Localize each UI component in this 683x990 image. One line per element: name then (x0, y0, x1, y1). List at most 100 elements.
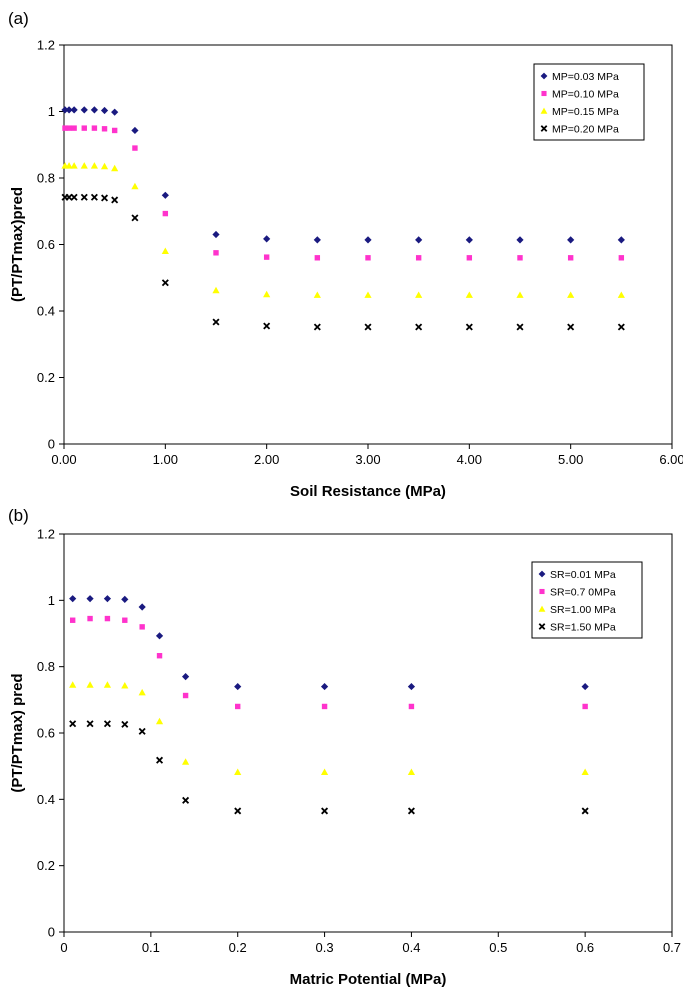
data-point (321, 703, 328, 710)
data-point (62, 125, 68, 131)
data-point (101, 194, 109, 202)
data-point (263, 254, 270, 260)
data-point (156, 756, 164, 764)
legend-entry: SR=1.00 MPa (550, 604, 616, 616)
data-point (415, 236, 423, 244)
data-point (235, 703, 241, 710)
legend-entry: SR=0.01 MPa (550, 569, 616, 581)
data-point (314, 255, 321, 261)
data-point (71, 125, 77, 131)
data-point (121, 595, 129, 603)
data-point (155, 717, 164, 725)
data-point (111, 196, 119, 204)
data-point (80, 193, 88, 201)
series-x (61, 193, 625, 331)
x-tick-label: 0.00 (51, 452, 76, 467)
data-point (69, 681, 77, 688)
data-point (321, 807, 329, 815)
series-square (62, 125, 625, 261)
y-tick-label: 0.4 (37, 792, 55, 807)
data-point (567, 255, 574, 261)
y-axis-title: (PT/PTmax)pred (9, 187, 26, 302)
data-point (313, 323, 321, 331)
data-point (61, 106, 69, 114)
x-tick-label: 0 (60, 940, 67, 955)
legend-marker (540, 107, 548, 114)
data-point (139, 624, 145, 630)
panel-label: (b) (8, 506, 29, 525)
data-point (617, 236, 625, 244)
y-tick-label: 0.6 (37, 726, 55, 741)
series-x (69, 720, 589, 815)
data-point (516, 291, 524, 298)
data-point (408, 703, 415, 710)
data-point (162, 210, 169, 217)
data-point (320, 768, 329, 776)
data-point (138, 603, 146, 611)
y-tick-label: 1 (48, 593, 55, 608)
x-tick-label: 6.00 (659, 452, 683, 467)
data-point (213, 250, 219, 256)
legend-marker (540, 125, 548, 132)
data-point (69, 720, 77, 728)
data-point (313, 236, 321, 244)
data-point (80, 162, 88, 169)
data-point (80, 106, 88, 114)
data-point (90, 106, 98, 114)
data-point (86, 720, 94, 728)
data-point (132, 145, 138, 151)
data-point (182, 758, 190, 765)
legend-entry: MP=0.10 MPa (552, 89, 619, 101)
x-tick-label: 0.6 (576, 940, 594, 955)
data-point (407, 768, 416, 776)
data-point (86, 595, 94, 603)
data-point (182, 796, 190, 804)
data-point (465, 236, 473, 244)
data-point (364, 323, 372, 331)
legend-marker (538, 570, 546, 578)
data-point (90, 162, 98, 169)
series-triangle (61, 162, 625, 298)
data-point (182, 673, 190, 681)
data-point (212, 286, 220, 294)
data-point (122, 617, 128, 623)
legend-marker (540, 72, 548, 80)
data-point (111, 108, 119, 116)
data-point (91, 125, 98, 131)
data-point (138, 688, 146, 696)
data-point (234, 768, 242, 776)
data-point (161, 279, 169, 287)
data-point (131, 214, 139, 222)
data-point (364, 291, 372, 298)
data-point (516, 236, 524, 244)
data-point (263, 235, 271, 243)
x-axis-title: Matric Potential (MPa) (290, 971, 447, 988)
y-tick-label: 1.2 (37, 38, 55, 53)
y-tick-label: 0.4 (37, 304, 55, 319)
data-point (70, 162, 78, 169)
legend-entry: MP=0.15 MPa (552, 106, 619, 118)
data-point (567, 291, 575, 298)
y-axis-title: (PT/PTmax) pred (9, 673, 26, 792)
data-point (415, 291, 423, 298)
data-point (65, 162, 73, 169)
data-point (90, 193, 98, 201)
x-tick-label: 0.5 (489, 940, 507, 955)
series-diamond (69, 595, 589, 691)
data-point (407, 682, 416, 691)
series-square (69, 615, 588, 710)
series-diamond (61, 106, 625, 244)
x-tick-label: 0.4 (402, 940, 420, 955)
data-point (87, 615, 93, 622)
legend-entry: MP=0.20 MPa (552, 124, 619, 136)
data-point (567, 236, 575, 244)
data-point (365, 255, 371, 261)
y-tick-label: 0.2 (37, 370, 55, 385)
data-point (66, 125, 72, 131)
legend: SR=0.01 MPa SR=0.7 0MPa SR=1.00 MPa SR=1.50… (531, 561, 643, 639)
data-point (65, 106, 73, 114)
x-tick-label: 5.00 (558, 452, 583, 467)
data-point (69, 595, 77, 603)
y-tick-label: 1.2 (37, 527, 55, 542)
